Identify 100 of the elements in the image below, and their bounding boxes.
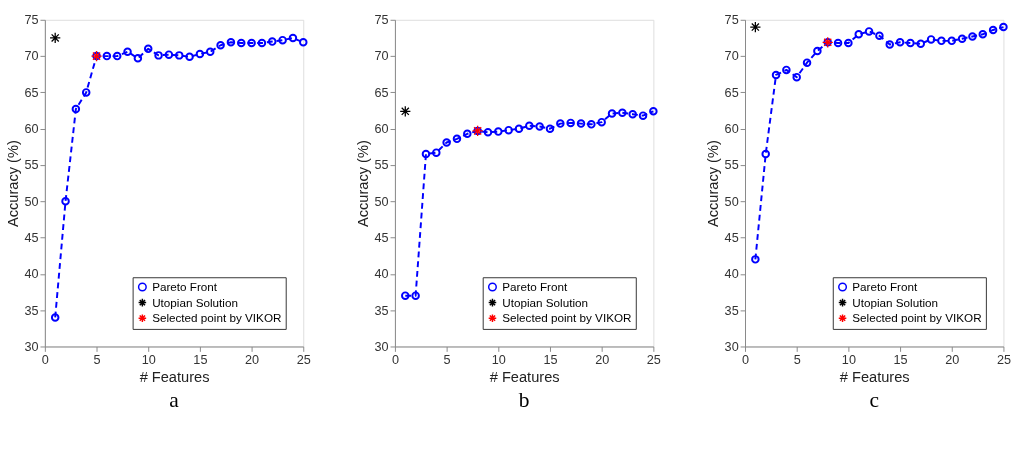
legend-label: Pareto Front [152, 279, 218, 293]
point [299, 38, 308, 47]
y-tick-label: 65 [374, 85, 389, 100]
point [494, 127, 503, 136]
y-tick-label: 75 [24, 13, 39, 28]
text: b [518, 387, 530, 412]
point [483, 128, 493, 137]
point [133, 54, 143, 63]
legend-label: Utopian Solution [502, 295, 588, 309]
point [81, 88, 91, 97]
x-axis-title: # Features [489, 369, 560, 386]
point [906, 38, 915, 48]
x-tick-label: 20 [945, 352, 960, 367]
point [885, 40, 894, 49]
y-tick-label: 40 [374, 267, 389, 282]
y-tick-label: 45 [724, 230, 739, 245]
legend-label: Utopian Solution [152, 295, 238, 309]
legend-label: Pareto Front [852, 279, 919, 293]
x-axis-title: # Features [839, 369, 910, 386]
point [268, 37, 277, 46]
point [916, 39, 925, 49]
point [761, 149, 770, 159]
point [123, 47, 132, 56]
point [854, 30, 863, 39]
point [401, 291, 410, 300]
y-tick-label: 75 [374, 13, 389, 28]
y-tick-label: 70 [374, 49, 389, 64]
y-tick-label: 65 [724, 85, 739, 100]
point [411, 291, 420, 300]
point [432, 148, 441, 157]
point [607, 109, 617, 118]
x-axis-title: # Features [139, 369, 210, 386]
point [999, 22, 1008, 32]
point [185, 52, 194, 62]
point [216, 40, 225, 50]
point [421, 149, 431, 159]
point [749, 21, 762, 33]
point [576, 119, 586, 128]
x-tick-label: 10 [491, 352, 506, 367]
text: a [169, 387, 180, 412]
y-tick-label: 40 [24, 267, 39, 282]
point [226, 38, 236, 47]
point [154, 51, 163, 60]
text: c [869, 387, 879, 412]
x-tick-label: 25 [296, 352, 311, 367]
x-tick-label: 0 [741, 352, 750, 367]
legend-label: Selected point by VIKOR [502, 311, 632, 325]
x-tick-label: 10 [141, 352, 156, 367]
point [618, 108, 627, 117]
y-axis-title: Accuracy (%) [704, 140, 721, 228]
point [968, 32, 977, 41]
point [587, 120, 596, 129]
x-tick-label: 0 [41, 352, 49, 367]
legend-label: Utopian Solution [852, 295, 939, 309]
point [957, 34, 967, 43]
point [771, 70, 781, 80]
point [978, 30, 988, 39]
point [514, 124, 524, 133]
point [628, 109, 637, 119]
y-tick-label: 50 [24, 194, 39, 209]
point [833, 38, 843, 48]
point [50, 313, 60, 322]
point [278, 35, 287, 45]
y-tick-label: 60 [374, 122, 389, 137]
legend-label: Selected point by VIKOR [852, 311, 982, 325]
point [535, 122, 544, 131]
point [937, 36, 946, 46]
point [844, 38, 853, 48]
point [61, 197, 70, 206]
point [802, 58, 812, 67]
x-tick-label: 25 [996, 352, 1011, 367]
point [452, 134, 462, 144]
point [875, 31, 884, 41]
point [597, 117, 606, 127]
y-tick-label: 60 [724, 122, 739, 137]
point [174, 51, 184, 60]
point [102, 51, 112, 61]
point [112, 51, 122, 61]
point [525, 121, 534, 131]
point [237, 38, 246, 48]
y-tick-label: 55 [724, 158, 739, 173]
point [206, 47, 215, 56]
point [399, 105, 412, 118]
y-tick-label: 70 [24, 49, 39, 64]
x-tick-label: 20 [245, 352, 260, 367]
point [566, 118, 575, 128]
y-tick-label: 45 [374, 230, 389, 245]
y-tick-label: 35 [24, 303, 39, 318]
point [71, 104, 81, 114]
y-tick-label: 45 [24, 230, 39, 245]
point [751, 255, 760, 264]
point [442, 138, 451, 147]
x-tick-label: 15 [193, 352, 208, 367]
point [504, 125, 513, 135]
y-tick-label: 35 [374, 303, 389, 318]
x-tick-label: 5 [793, 352, 801, 367]
point [638, 111, 648, 120]
point [288, 33, 298, 43]
y-tick-label: 60 [24, 122, 39, 137]
point [926, 35, 936, 44]
